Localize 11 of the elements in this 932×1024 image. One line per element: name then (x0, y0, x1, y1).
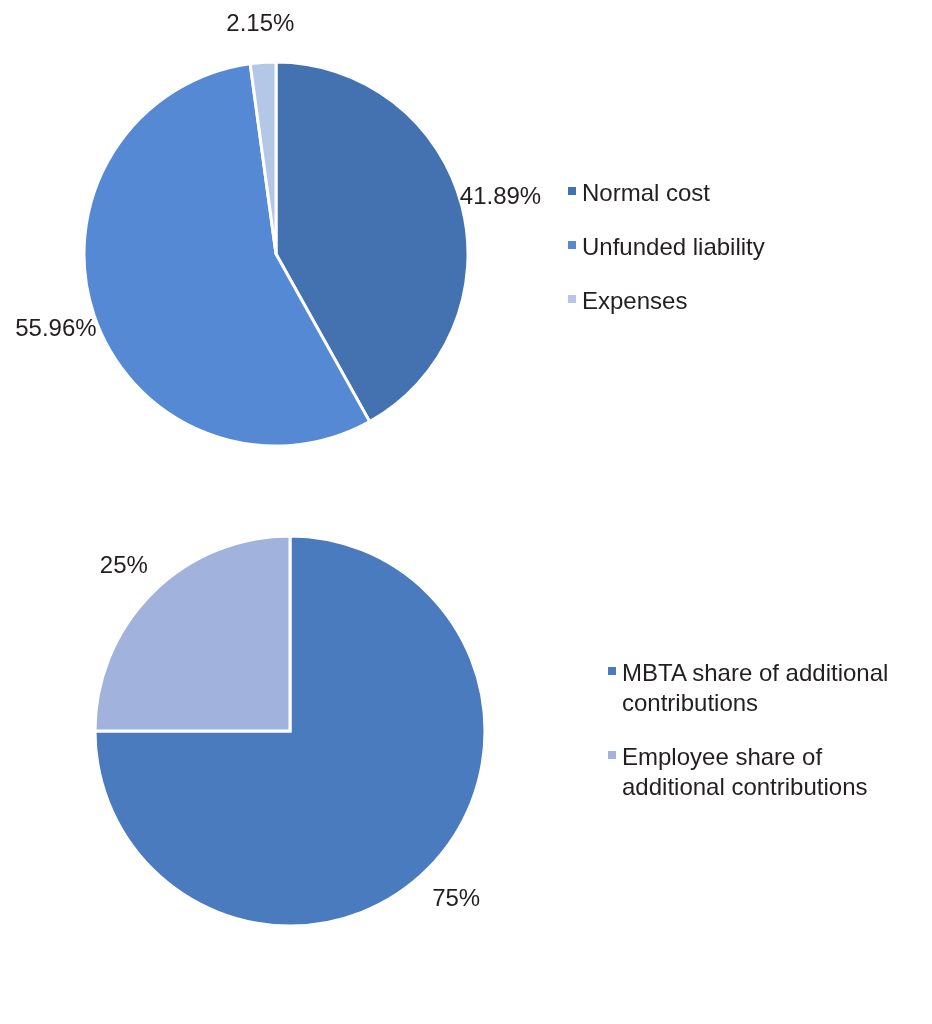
data-label: 55.96% (15, 313, 97, 341)
data-label: 41.89% (459, 182, 542, 210)
legend-label: MBTA share of additional contributions (622, 658, 890, 718)
pie-slice (93, 534, 487, 928)
data-label: 25% (99, 551, 148, 579)
legend-label: Employee share of additional contributions (622, 742, 869, 802)
data-label: 75% (432, 883, 481, 911)
legend-label: Unfunded liability (582, 232, 765, 262)
legend-label: Normal cost (582, 178, 711, 208)
data-label: 2.15% (226, 9, 295, 37)
legend-label: Expenses (582, 286, 688, 316)
